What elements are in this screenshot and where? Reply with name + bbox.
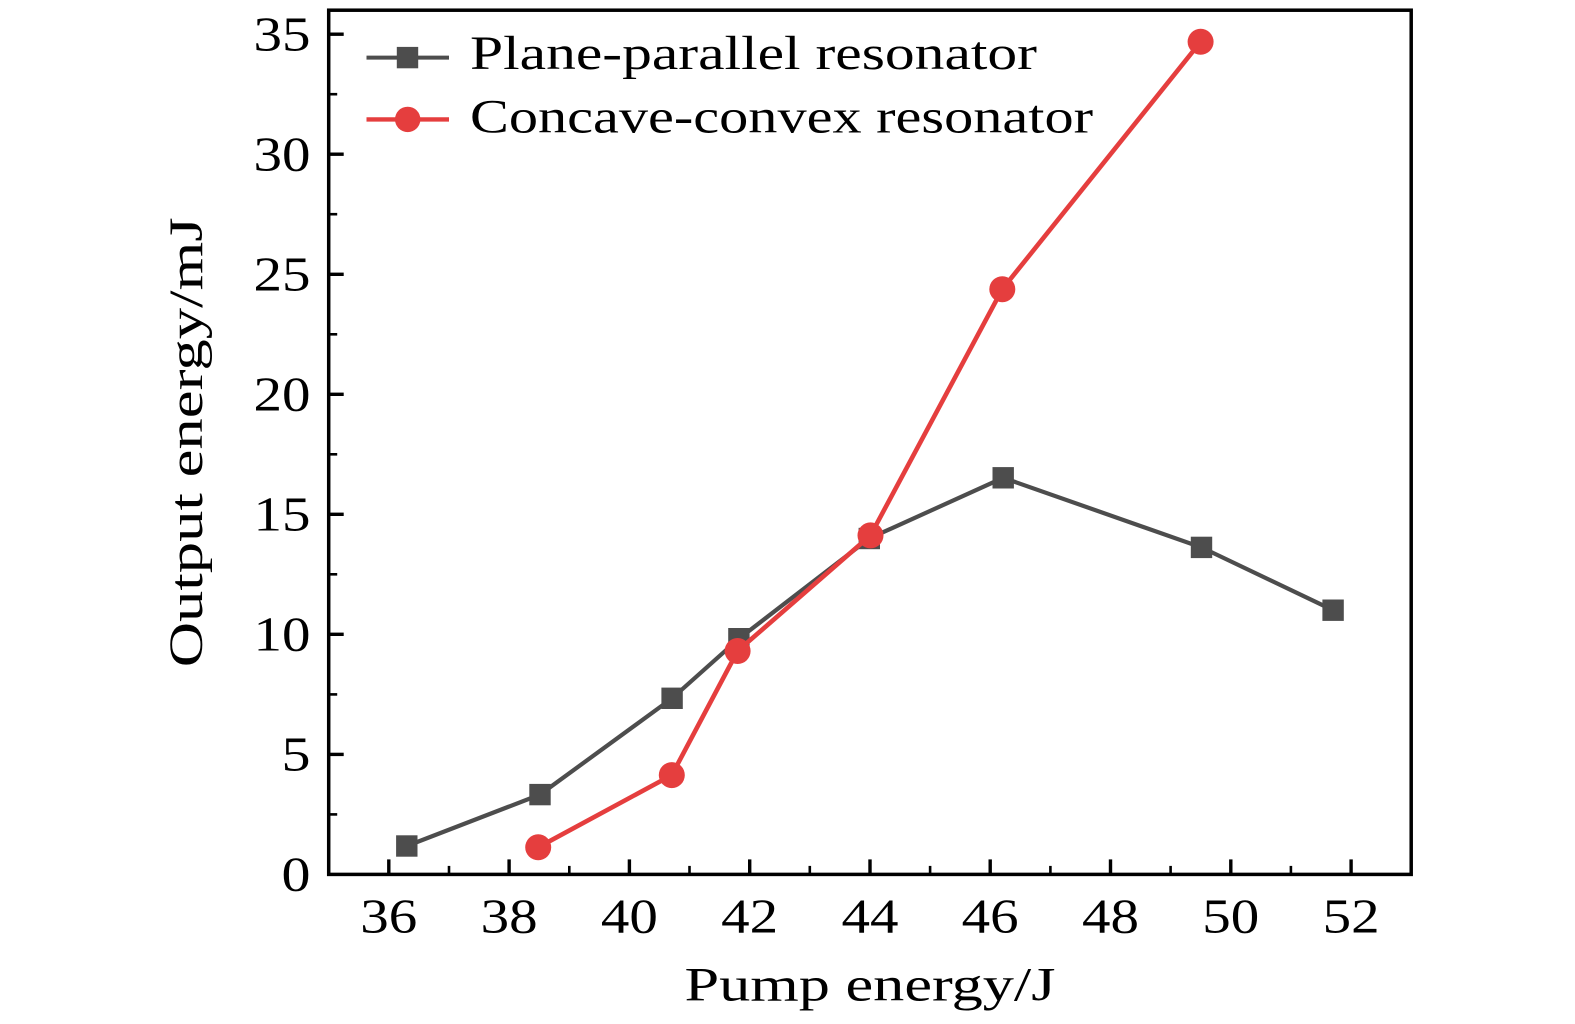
- svg-text:44: 44: [842, 888, 899, 943]
- svg-text:30: 30: [254, 126, 311, 181]
- svg-text:Pump energy/J: Pump energy/J: [685, 959, 1056, 1012]
- svg-text:10: 10: [254, 607, 311, 662]
- svg-text:42: 42: [721, 888, 778, 943]
- svg-text:35: 35: [254, 6, 311, 61]
- svg-text:Plane-parallel resonator: Plane-parallel resonator: [470, 27, 1037, 80]
- svg-text:Concave-convex resonator: Concave-convex resonator: [470, 91, 1093, 144]
- svg-text:5: 5: [282, 727, 311, 782]
- svg-text:38: 38: [481, 888, 538, 943]
- svg-text:36: 36: [360, 888, 417, 943]
- svg-text:Output energy/mJ: Output energy/mJ: [160, 217, 213, 667]
- svg-text:50: 50: [1202, 888, 1259, 943]
- svg-text:25: 25: [254, 247, 311, 302]
- svg-text:40: 40: [601, 888, 658, 943]
- svg-text:20: 20: [254, 367, 311, 422]
- svg-text:46: 46: [962, 888, 1019, 943]
- svg-text:48: 48: [1082, 888, 1139, 943]
- svg-text:0: 0: [282, 847, 311, 902]
- svg-text:52: 52: [1323, 888, 1380, 943]
- svg-text:15: 15: [254, 487, 311, 542]
